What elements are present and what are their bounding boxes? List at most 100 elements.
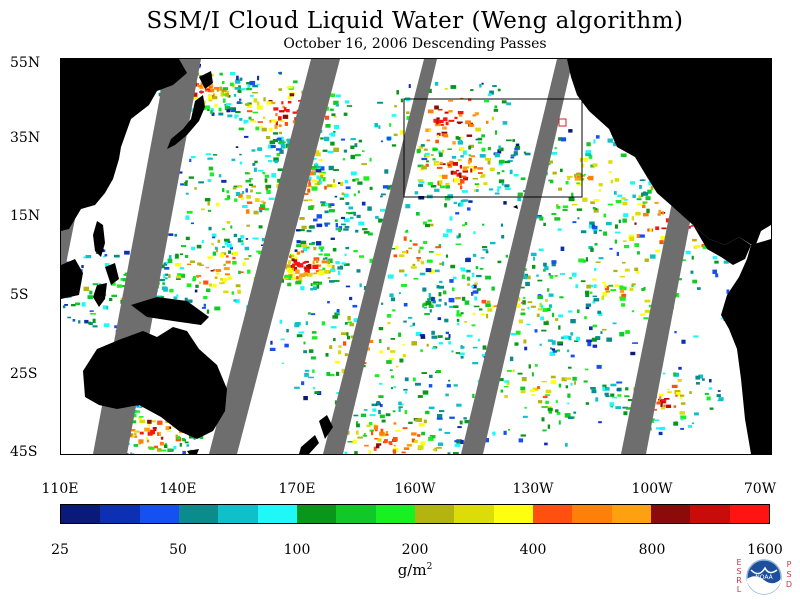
cloud-cell <box>371 403 378 407</box>
cloud-cell <box>592 324 597 328</box>
cloud-cell <box>411 438 415 443</box>
cloud-cell <box>367 206 372 211</box>
cloud-cell <box>291 273 295 277</box>
cloud-cell <box>265 186 268 191</box>
cloud-cell <box>457 136 461 140</box>
cloud-cell <box>379 382 383 385</box>
cloud-cell <box>247 104 252 109</box>
cloud-cell <box>85 255 92 259</box>
cloud-cell <box>256 83 260 86</box>
cloud-cell <box>81 302 86 307</box>
cloud-cell <box>617 394 622 397</box>
cloud-cell <box>518 438 524 443</box>
cloud-cell <box>316 284 320 289</box>
cloud-cell <box>415 331 422 336</box>
cloud-cell <box>554 217 561 221</box>
cloud-cell <box>391 248 396 250</box>
cloud-cell <box>393 422 397 425</box>
cloud-cell <box>245 103 250 106</box>
cloud-cell <box>357 181 363 185</box>
lat-label-5s: 5S <box>10 287 29 303</box>
cloud-cell <box>459 175 462 179</box>
cloud-cell <box>367 347 370 351</box>
cloud-cell <box>270 145 276 148</box>
cloud-cell <box>583 380 588 383</box>
cloud-cell <box>175 253 179 258</box>
cloud-cell <box>209 172 214 177</box>
cloud-cell <box>373 446 377 451</box>
cloud-cell <box>643 317 649 320</box>
cloud-cell <box>494 105 498 109</box>
cloud-cell <box>369 339 374 343</box>
cloud-cell <box>479 83 482 88</box>
cloud-cell <box>560 246 565 251</box>
cloud-cell <box>509 169 513 175</box>
cloud-cell <box>481 82 484 85</box>
cloud-cell <box>257 105 263 110</box>
cloud-cell <box>528 364 531 369</box>
lat-label-35n: 35N <box>10 130 41 146</box>
cloud-cell <box>595 397 599 402</box>
cloud-cell <box>513 174 519 177</box>
cloud-cell <box>460 155 464 158</box>
cloud-cell <box>317 281 323 285</box>
cloud-cell <box>138 417 142 420</box>
cloud-cell <box>64 304 68 306</box>
cloud-cell <box>467 207 471 211</box>
cloud-cell <box>500 223 504 227</box>
cloud-cell <box>543 268 546 272</box>
cloud-cell <box>322 257 326 261</box>
cloud-cell <box>214 86 220 90</box>
cloud-cell <box>460 267 466 270</box>
cloud-cell <box>257 75 260 81</box>
cloud-cell <box>491 286 495 291</box>
cloud-cell <box>313 281 319 284</box>
cloud-cell <box>383 439 388 443</box>
cloud-cell <box>451 350 454 353</box>
cloud-cell <box>225 255 229 258</box>
cloud-cell <box>642 192 649 196</box>
cloud-cell <box>641 192 644 197</box>
cloud-cell <box>382 185 389 189</box>
cloud-cell <box>251 185 256 188</box>
cloud-cell <box>204 105 210 110</box>
cloud-cell <box>605 395 610 398</box>
cloud-cell <box>458 233 461 238</box>
cloud-cell <box>441 131 448 134</box>
cloud-cell <box>256 250 260 253</box>
cloud-cell <box>464 321 468 323</box>
cloud-cell <box>585 150 592 154</box>
cloud-cell <box>185 254 189 258</box>
cloud-cell <box>233 93 237 97</box>
cloud-cell <box>632 194 636 198</box>
cloud-cell <box>447 194 453 199</box>
cloud-cell <box>354 178 359 181</box>
cloud-cell <box>235 79 241 84</box>
cloud-cell <box>550 375 556 379</box>
cloud-cell <box>525 275 531 280</box>
cloud-cell <box>329 345 333 349</box>
cloud-cell <box>234 87 241 90</box>
cloud-cell <box>674 331 677 334</box>
cloud-cell <box>559 273 566 275</box>
cloud-cell <box>320 166 325 171</box>
cloud-cell <box>346 332 349 336</box>
cloud-cell <box>479 308 483 311</box>
cloud-cell <box>306 185 312 188</box>
cloud-cell <box>272 139 279 143</box>
cloud-cell <box>114 325 118 329</box>
cloud-cell <box>344 322 348 325</box>
cloud-cell <box>359 283 362 288</box>
cloud-cell <box>226 243 233 248</box>
cloud-cell <box>321 321 326 326</box>
cloud-cell <box>427 298 430 301</box>
cloud-cell <box>252 92 258 94</box>
cloud-cell <box>364 444 369 447</box>
cloud-cell <box>591 337 597 342</box>
color-swatch <box>375 505 415 523</box>
cloud-cell <box>464 222 468 225</box>
cloud-cell <box>239 98 242 101</box>
cloud-cell <box>350 335 354 339</box>
cloud-cell <box>482 223 485 226</box>
units-base: g/m <box>397 561 427 579</box>
